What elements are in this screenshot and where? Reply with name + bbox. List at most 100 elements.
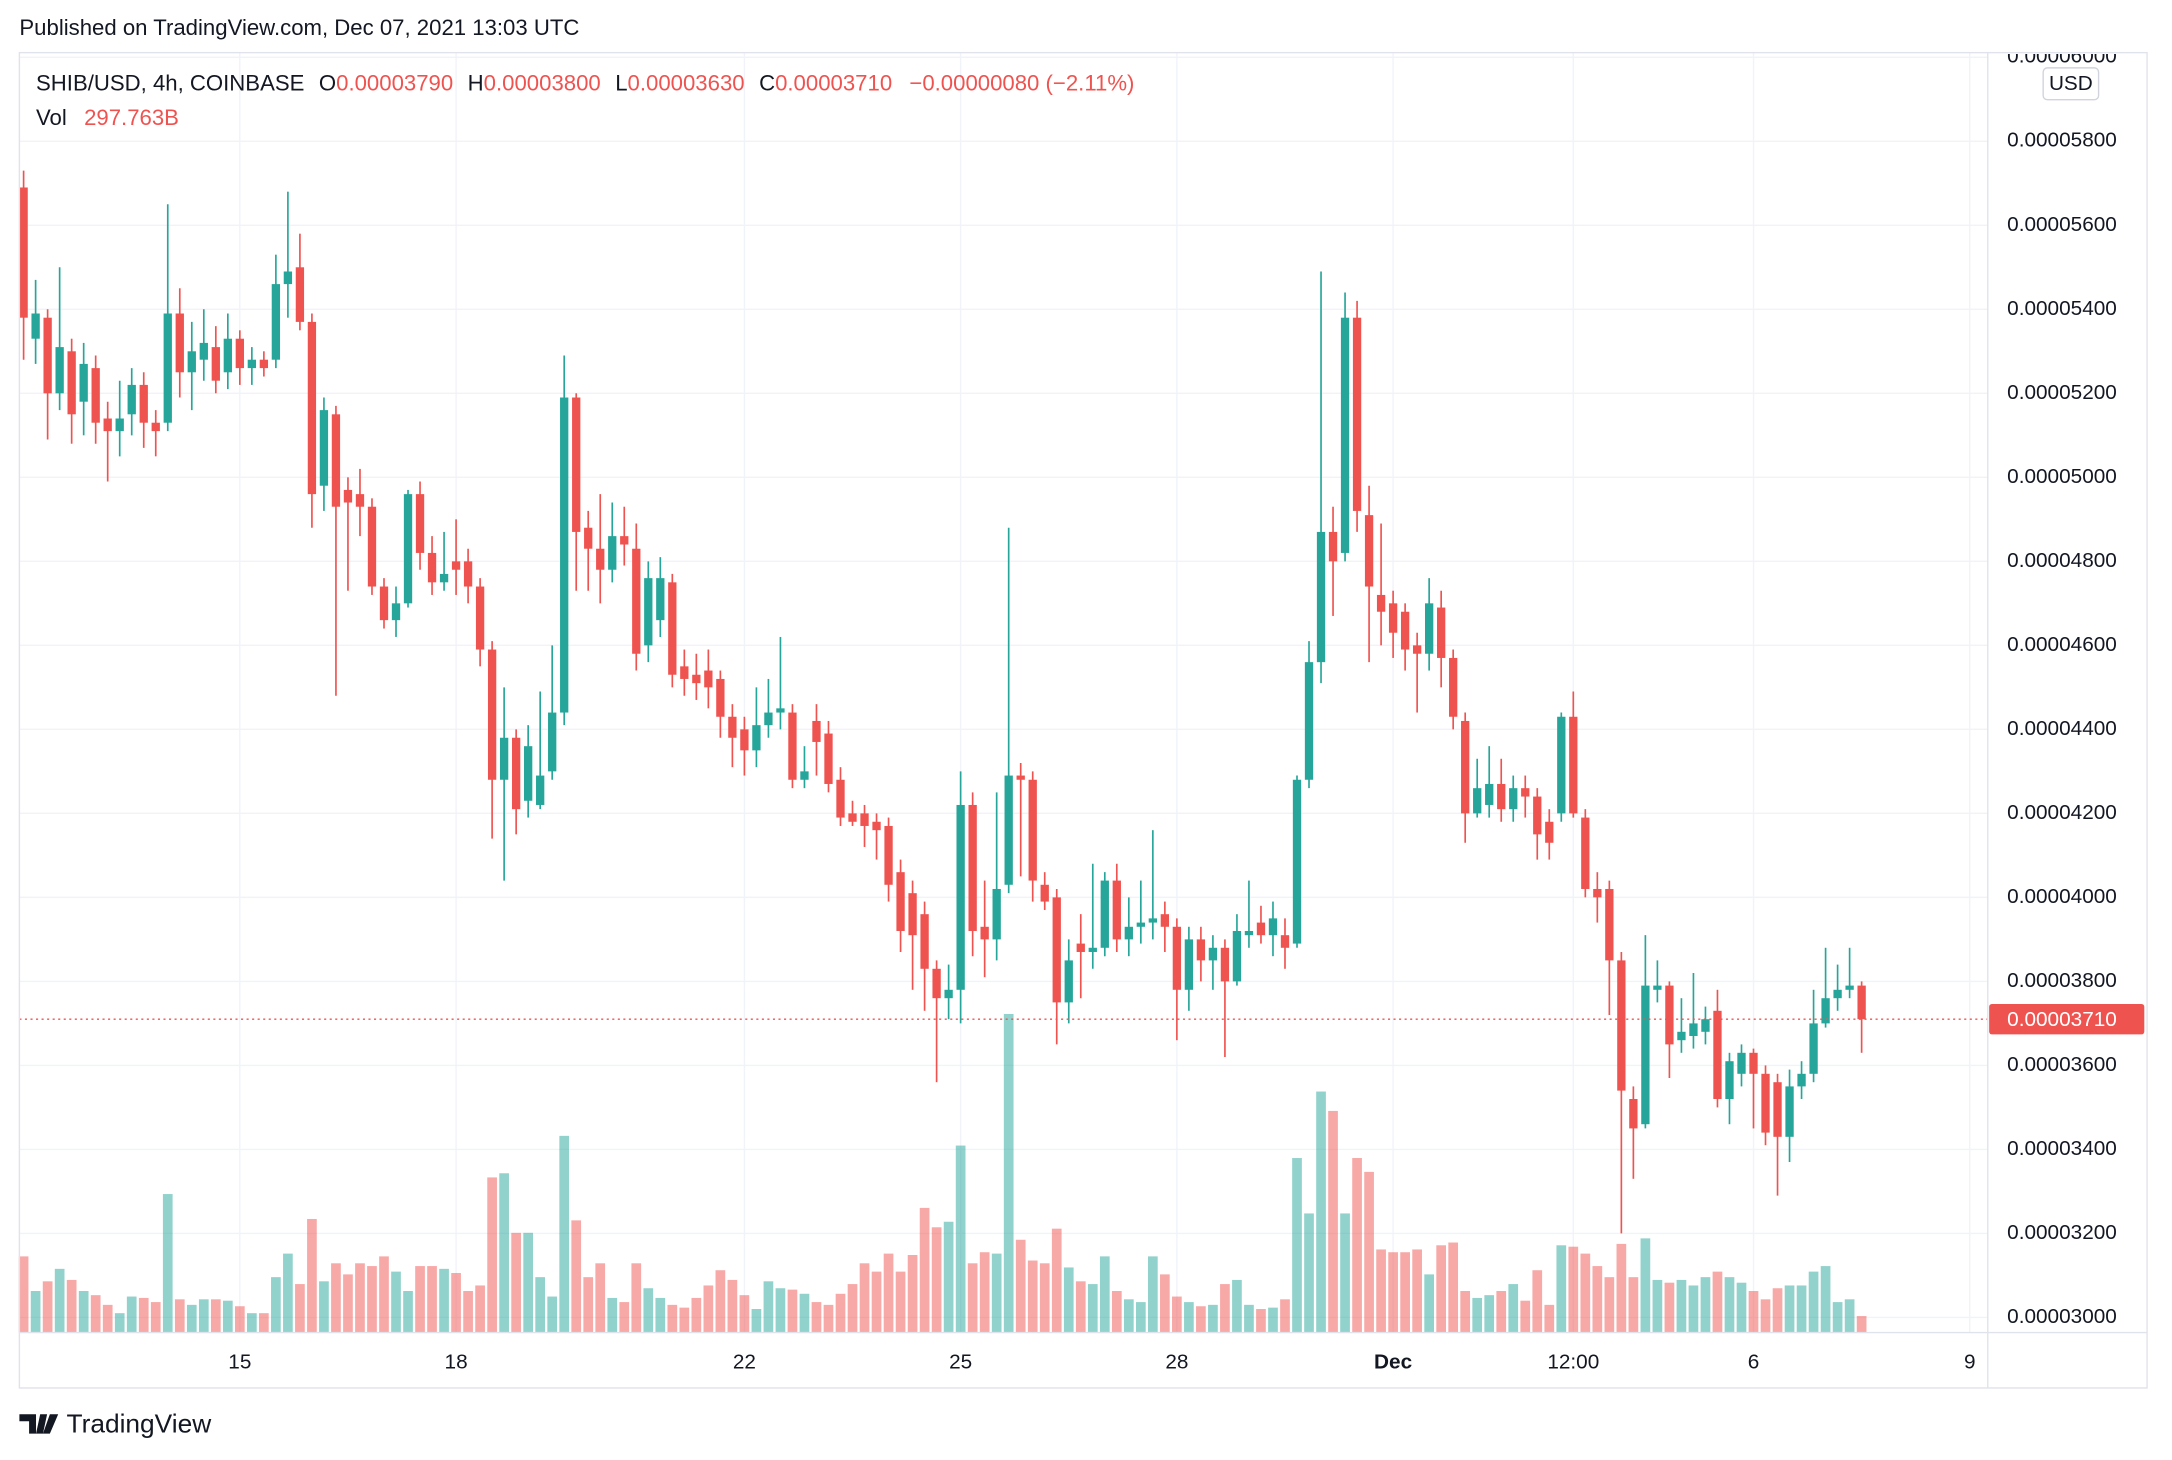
volume-label: Vol xyxy=(36,105,67,130)
volume-bar xyxy=(1172,1296,1182,1333)
y-tick-label: 0.00004000 xyxy=(2007,885,2117,908)
candle-body xyxy=(43,317,52,394)
volume-bar xyxy=(499,1173,509,1333)
candle-body xyxy=(656,578,665,621)
volume-bar xyxy=(331,1263,341,1333)
candle-body xyxy=(187,351,196,373)
volume-bar xyxy=(307,1218,317,1333)
volume-bar xyxy=(907,1254,918,1333)
volume-bar xyxy=(1460,1291,1471,1333)
y-tick-label: 0.00003000 xyxy=(2007,1305,2117,1328)
volume-bar xyxy=(1592,1266,1603,1333)
volume-bar xyxy=(1063,1267,1074,1333)
candle-body xyxy=(1557,716,1566,814)
volume-bar xyxy=(247,1313,257,1333)
volume-bar xyxy=(18,1256,29,1333)
volume-bar xyxy=(1388,1252,1398,1333)
candle-body xyxy=(1208,947,1218,961)
volume-bar xyxy=(1772,1288,1783,1333)
candle-body xyxy=(1100,880,1109,948)
frame xyxy=(18,51,2148,1389)
candle-body xyxy=(499,737,509,780)
volume-bar xyxy=(631,1263,642,1333)
volume-bar xyxy=(547,1296,558,1333)
candle-body xyxy=(1473,788,1482,814)
close-label: C xyxy=(759,70,775,95)
candle-body xyxy=(1665,985,1674,1045)
candle-body xyxy=(1461,720,1470,814)
candle-body xyxy=(403,494,413,604)
y-tick-label: 0.00005400 xyxy=(2007,297,2117,320)
candle-body xyxy=(788,712,797,780)
volume-bar xyxy=(1316,1091,1326,1333)
candle-body xyxy=(355,494,365,507)
volume-bar xyxy=(198,1299,209,1333)
volume-bar xyxy=(523,1232,534,1333)
candle-body xyxy=(836,779,845,818)
candle-body xyxy=(1172,926,1182,990)
volume-bar xyxy=(883,1253,894,1333)
volume-bar xyxy=(150,1302,161,1333)
volume-bar xyxy=(751,1309,762,1333)
candle-body xyxy=(1112,880,1121,940)
volume-bar xyxy=(1123,1299,1134,1333)
volume-bar xyxy=(619,1302,630,1333)
candle-body xyxy=(644,578,653,646)
candle-body xyxy=(1605,888,1614,961)
volume-bar xyxy=(1484,1295,1495,1333)
volume-bar xyxy=(787,1289,798,1333)
y-tick-label: 0.00004600 xyxy=(2007,633,2117,656)
volume-bar xyxy=(379,1256,389,1333)
volume-bar xyxy=(283,1253,293,1333)
candle-body xyxy=(932,968,941,999)
candle-body xyxy=(1857,985,1866,1020)
candle-body xyxy=(896,872,905,931)
volume-bar xyxy=(1652,1279,1663,1333)
volume-bar xyxy=(823,1304,834,1333)
candle-body xyxy=(211,347,220,381)
x-tick-label: 12:00 xyxy=(1547,1351,1599,1374)
volume-bar xyxy=(102,1304,113,1333)
volume-bar xyxy=(871,1271,882,1333)
x-tick-label: 6 xyxy=(1748,1351,1760,1374)
volume-bar xyxy=(607,1297,618,1333)
candle-body xyxy=(67,351,76,415)
volume-bar xyxy=(367,1266,377,1333)
volume-bar xyxy=(66,1279,77,1333)
volume-bar xyxy=(1832,1302,1843,1333)
candle-body xyxy=(271,284,281,360)
volume-bar xyxy=(1376,1249,1386,1333)
y-tick-label: 0.00006000 xyxy=(2007,45,2117,68)
volume-bar xyxy=(1400,1252,1410,1333)
candle-body xyxy=(427,552,437,583)
candle-body xyxy=(668,582,677,675)
candle-body xyxy=(1400,611,1410,650)
candle-body xyxy=(812,720,821,742)
currency-box[interactable] xyxy=(2042,67,2100,101)
volume-bar xyxy=(90,1295,101,1333)
price-axis: 0.00003000 0.00003200 0.00003400 0.00003600… xyxy=(2007,45,2117,1328)
candle-body xyxy=(259,359,269,369)
volume-bar xyxy=(691,1297,702,1333)
volume-bar xyxy=(355,1263,365,1333)
candle-body xyxy=(247,359,257,369)
y-tick-label: 0.00003600 xyxy=(2007,1053,2117,1076)
candle-body xyxy=(572,397,581,532)
volume-bar xyxy=(1364,1171,1374,1333)
candle-body xyxy=(1509,788,1518,810)
volume-bar xyxy=(1412,1249,1422,1333)
candle-body xyxy=(716,678,725,717)
volume-bar xyxy=(1580,1253,1591,1333)
volume-bar xyxy=(1099,1256,1110,1333)
volume-bar xyxy=(535,1277,546,1333)
volume-bar xyxy=(78,1291,89,1333)
volume-bar xyxy=(1508,1284,1519,1333)
candle-body xyxy=(1364,515,1374,587)
volume-bar xyxy=(1568,1246,1579,1333)
volume-bar xyxy=(439,1268,449,1333)
y-tick-label: 0.00004800 xyxy=(2007,549,2117,572)
volume-bar xyxy=(126,1296,137,1333)
candle-body xyxy=(1412,645,1422,654)
